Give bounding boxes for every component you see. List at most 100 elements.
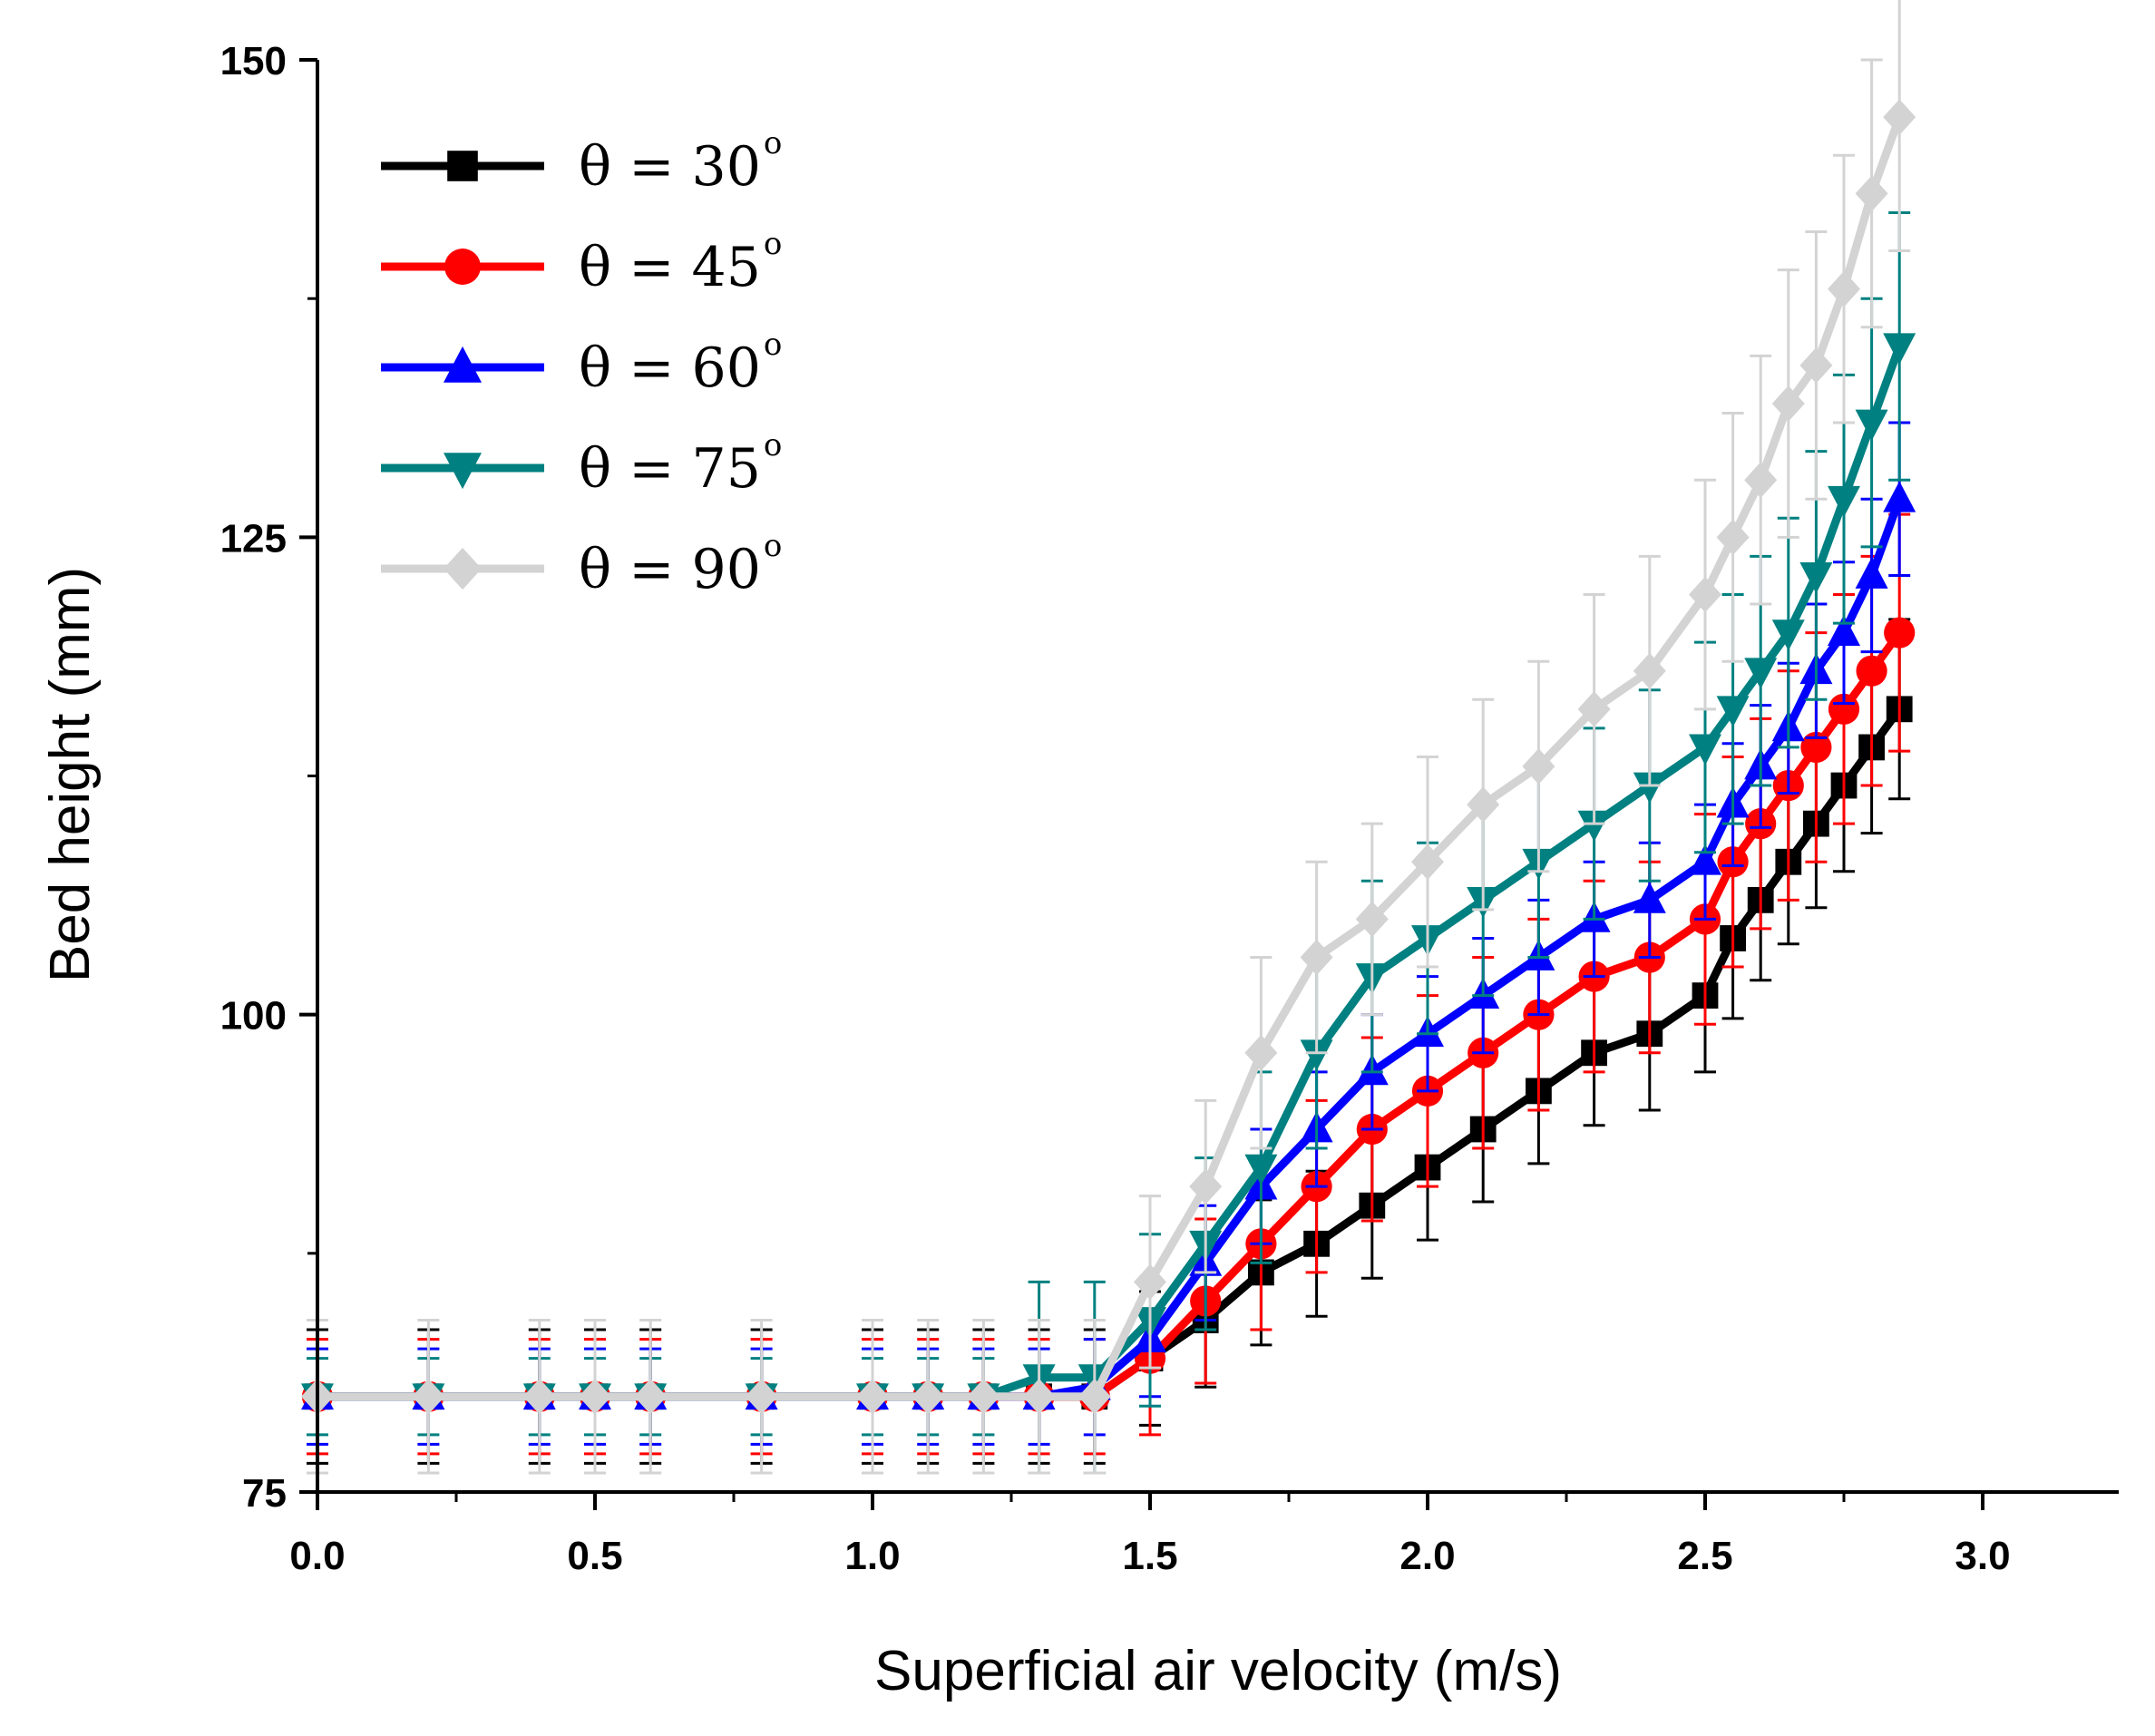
series-line: [317, 629, 1903, 1401]
legend-label: θ = 90: [579, 538, 761, 601]
x-tick-label: 2.5: [1677, 1534, 1732, 1578]
data-point: [1244, 1034, 1278, 1071]
legend-item-2: θ = 45 o: [381, 226, 782, 299]
data-point: [1828, 270, 1860, 307]
data-point: [1744, 658, 1778, 689]
data-point: [1771, 619, 1805, 651]
data-point: [1633, 652, 1666, 689]
legend-label-superscript: o: [764, 528, 782, 564]
legend-label: θ = 30: [579, 135, 761, 199]
data-point: [1855, 557, 1888, 589]
error-bars-3: [307, 421, 1911, 1446]
data-point: [1300, 939, 1333, 976]
data-point: [1799, 347, 1833, 384]
error-bars-5: [307, 0, 1911, 1475]
data-point: [1799, 562, 1833, 594]
data-point: [1855, 409, 1888, 441]
x-tick-label: 2.0: [1399, 1534, 1455, 1578]
data-point: [1189, 1168, 1223, 1204]
data-point: [1689, 734, 1721, 766]
series-4: [301, 210, 1916, 1475]
legend-label-superscript: o: [764, 427, 782, 463]
legend-item-4: θ = 75 o: [381, 427, 782, 501]
x-tick-label: 3.0: [1955, 1534, 2010, 1578]
y-tick-label: 125: [220, 516, 287, 561]
legend-label: θ = 45: [579, 236, 761, 299]
legend-item-5: θ = 90 o: [381, 528, 782, 601]
data-point: [1022, 1378, 1056, 1415]
data-point: [1855, 175, 1888, 212]
data-point: [1716, 696, 1750, 727]
legend-label: θ = 75: [579, 437, 761, 501]
error-bars-1: [307, 618, 1911, 1465]
legend-marker: [444, 453, 482, 490]
data-point: [1856, 655, 1887, 687]
data-point: [1689, 576, 1721, 613]
y-tick-label: 100: [220, 994, 287, 1039]
legend-label: θ = 60: [579, 336, 761, 400]
legend-label-superscript: o: [764, 327, 782, 363]
legend: θ = 30 oθ = 45 oθ = 60 oθ = 75 oθ = 90 o: [381, 125, 782, 601]
ticks-layer: 0.0 0.5 1.0 1.5 2.0 2.5 3.0 75 100 125 150: [220, 39, 2011, 1578]
data-point: [1633, 882, 1666, 913]
x-tick-label: 1.5: [1122, 1534, 1177, 1578]
data-point: [1744, 462, 1778, 498]
data-point: [1828, 614, 1860, 647]
x-tick-label: 1.0: [844, 1534, 900, 1578]
data-point: [1300, 1039, 1333, 1071]
legend-label-superscript: o: [764, 226, 782, 262]
data-point: [1577, 810, 1611, 842]
data-point: [412, 1378, 445, 1415]
series-1: [304, 618, 1913, 1465]
data-point: [1411, 844, 1444, 881]
legend-item-1: θ = 30 o: [381, 125, 782, 199]
data-point: [1244, 1154, 1278, 1185]
series-3: [301, 421, 1916, 1446]
series-line: [317, 707, 1903, 1401]
legend-marker: [444, 346, 482, 383]
legend-marker: [444, 547, 482, 590]
legend-marker: [444, 249, 481, 285]
data-point: [1134, 1263, 1166, 1301]
data-point: [856, 1378, 889, 1415]
data-point: [1689, 844, 1721, 875]
data-point: [912, 1378, 945, 1415]
data-point: [1883, 481, 1916, 512]
legend-label-superscript: o: [764, 125, 782, 161]
data-point: [1828, 693, 1860, 725]
data-point: [1716, 519, 1750, 556]
y-tick-label: 75: [242, 1471, 287, 1516]
data-point: [1522, 748, 1555, 785]
data-point: [1355, 901, 1389, 938]
legend-marker: [447, 151, 478, 181]
markers-4: [301, 333, 1916, 1415]
data-point: [1771, 385, 1805, 422]
x-tick-label: 0.0: [289, 1534, 345, 1578]
data-point: [1883, 99, 1916, 135]
data-point: [967, 1378, 1000, 1415]
data-point: [1577, 691, 1611, 727]
markers-1: [304, 696, 1913, 1410]
x-tick-label: 0.5: [567, 1534, 622, 1578]
series-5: [301, 0, 1916, 1475]
data-point: [745, 1378, 778, 1415]
series-layer: [301, 0, 1916, 1475]
y-axis-title: Bed height (mm): [39, 567, 102, 982]
markers-5: [301, 99, 1916, 1415]
series-line: [317, 115, 1904, 1401]
legend-item-3: θ = 60 o: [381, 327, 782, 400]
error-bars-2: [307, 512, 1911, 1456]
data-point: [1800, 731, 1832, 764]
series-2: [301, 512, 1916, 1456]
data-point: [579, 1378, 611, 1415]
y-tick-label: 150: [220, 39, 287, 83]
data-point: [1828, 485, 1860, 518]
data-point: [1633, 772, 1666, 804]
series-line: [317, 345, 1904, 1401]
data-point: [522, 1378, 556, 1415]
data-point: [1883, 333, 1916, 365]
data-point: [634, 1378, 668, 1415]
data-point: [1884, 617, 1916, 649]
x-axis-title: Superficial air velocity (m/s): [874, 1640, 1562, 1702]
